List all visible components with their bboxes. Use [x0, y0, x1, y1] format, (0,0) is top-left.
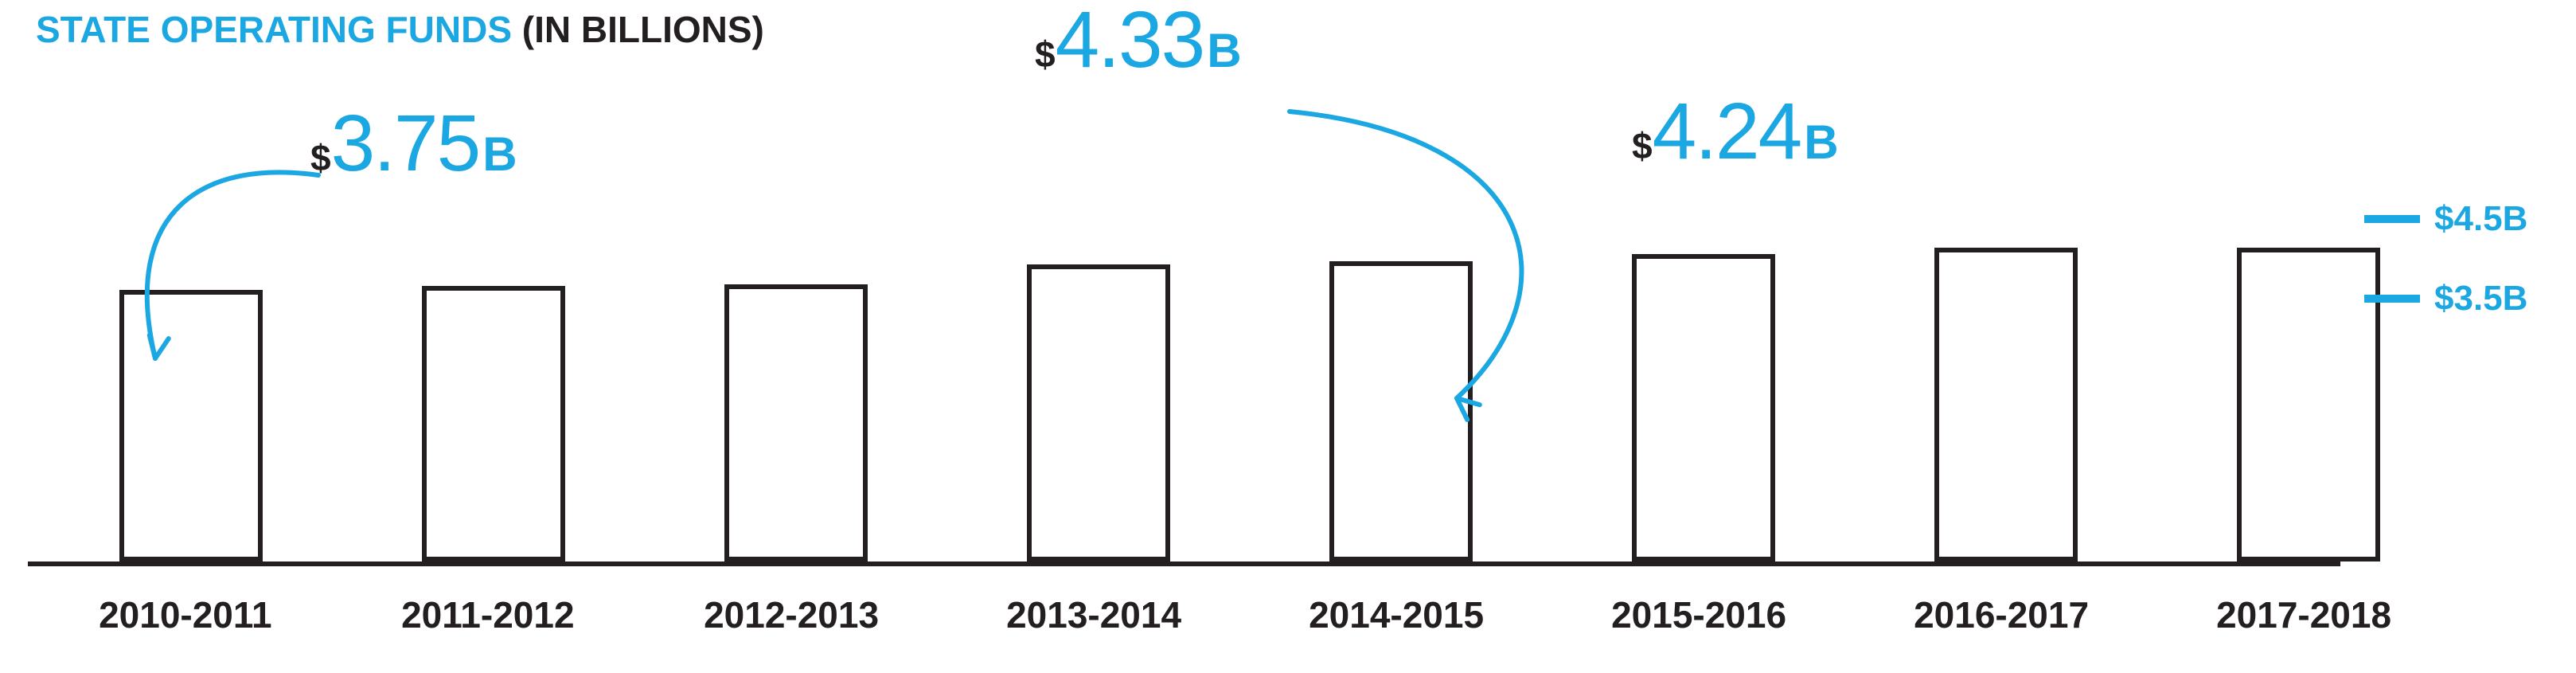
chart-title-suffix: (IN BILLIONS) [522, 9, 764, 50]
x-axis-label: 2010-2011 [99, 593, 271, 636]
legend-swatch [2364, 215, 2420, 223]
callout-unit: B [1804, 115, 1838, 170]
chart-title: STATE OPERATING FUNDS (IN BILLIONS) [36, 8, 764, 51]
callout-unit: B [1207, 23, 1241, 78]
callout-value: 4.33 [1056, 0, 1204, 80]
dollar-sign: $ [1035, 33, 1056, 76]
bar [1632, 254, 1775, 561]
bar [1329, 261, 1473, 561]
callout-value: 4.24 [1653, 92, 1801, 171]
legend-swatch [2364, 295, 2420, 303]
x-axis-label: 2017-2018 [2216, 593, 2391, 636]
legend-item: $3.5B [2364, 279, 2527, 319]
legend-label: $3.5B [2434, 279, 2527, 319]
dollar-sign: $ [1632, 124, 1653, 167]
callout-unit: B [482, 127, 517, 182]
callout-value: 3.75 [331, 104, 480, 183]
x-axis-label: 2012-2013 [704, 593, 879, 636]
x-axis-label: 2015-2016 [1611, 593, 1786, 636]
bar [422, 286, 565, 561]
chart-baseline [28, 561, 2340, 566]
value-callout: $4.33B [1035, 0, 1242, 80]
x-axis-label: 2011-2012 [401, 593, 574, 636]
chart-title-prefix: STATE OPERATING FUNDS [36, 9, 522, 50]
x-axis-label: 2013-2014 [1006, 593, 1181, 636]
bar [1934, 248, 2078, 561]
bar [724, 284, 868, 561]
bar [1027, 264, 1170, 561]
value-callout: $3.75B [310, 104, 517, 183]
legend-item: $4.5B [2364, 199, 2527, 239]
x-axis-label: 2014-2015 [1309, 593, 1484, 636]
x-axis-label: 2016-2017 [1914, 593, 2089, 636]
dollar-sign: $ [310, 136, 331, 179]
bar [119, 290, 263, 561]
legend-label: $4.5B [2434, 199, 2527, 239]
value-callout: $4.24B [1632, 92, 1839, 171]
funds-bar-chart: STATE OPERATING FUNDS (IN BILLIONS) 2010… [0, 0, 2576, 673]
bar [2237, 248, 2380, 561]
